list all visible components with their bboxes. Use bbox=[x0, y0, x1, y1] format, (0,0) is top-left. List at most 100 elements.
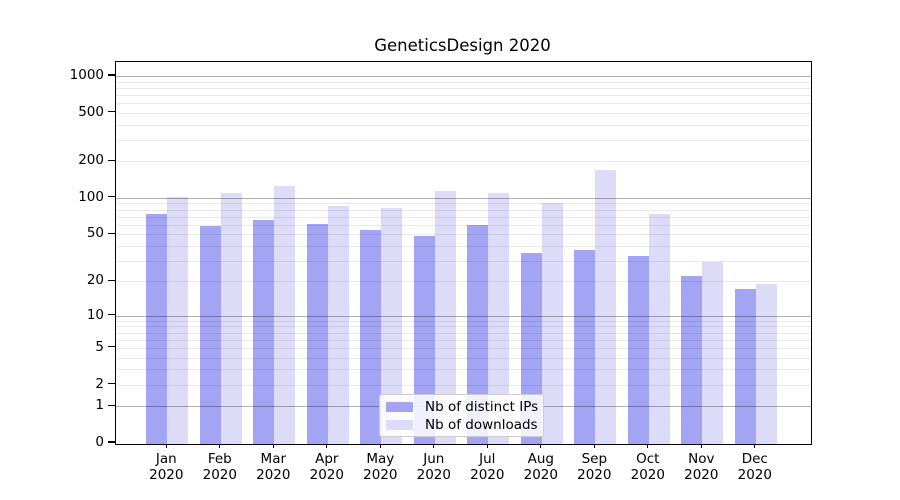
x-tick-mark bbox=[219, 443, 221, 448]
gridlines-layer bbox=[116, 62, 811, 444]
minor-gridline bbox=[116, 216, 811, 218]
x-tick-mark bbox=[540, 443, 542, 448]
bar-mar-distinct-ips bbox=[253, 220, 275, 444]
x-tick-year: 2020 bbox=[470, 467, 505, 483]
minor-gridline bbox=[116, 320, 811, 322]
y-tick-mark bbox=[108, 441, 115, 443]
x-tick-mark bbox=[379, 443, 381, 448]
y-tick-label: 50 bbox=[86, 225, 104, 242]
x-tick-label-nov: Nov 2020 bbox=[671, 451, 731, 483]
x-tick-label-may: May 2020 bbox=[350, 451, 410, 483]
legend-swatch-distinct-ips-icon bbox=[386, 402, 413, 412]
x-tick-month: Nov bbox=[688, 451, 715, 467]
y-tick-mark bbox=[108, 314, 115, 316]
minor-gridline bbox=[116, 332, 811, 334]
legend-swatch-downloads-icon bbox=[386, 420, 413, 430]
x-tick-label-jan: Jan 2020 bbox=[136, 451, 196, 483]
minor-gridline bbox=[116, 112, 811, 114]
bar-may-distinct-ips bbox=[360, 230, 382, 444]
x-tick-year: 2020 bbox=[309, 467, 344, 483]
chart-title: GeneticsDesign 2020 bbox=[374, 36, 551, 55]
x-tick-month: Dec bbox=[741, 451, 768, 467]
x-tick-mark bbox=[754, 443, 756, 448]
minor-gridline bbox=[116, 357, 811, 359]
y-tick-mark bbox=[108, 383, 115, 385]
x-tick-mark bbox=[433, 443, 435, 448]
minor-gridline bbox=[116, 245, 811, 247]
x-tick-mark bbox=[272, 443, 274, 448]
x-tick-month: Jul bbox=[479, 451, 496, 467]
legend-item-downloads: Nb of downloads bbox=[386, 416, 538, 434]
x-tick-mark bbox=[700, 443, 702, 448]
major-gridline bbox=[116, 76, 811, 78]
major-gridline bbox=[116, 197, 811, 199]
major-gridline bbox=[116, 315, 811, 317]
x-tick-month: Mar bbox=[260, 451, 287, 467]
y-tick-mark bbox=[108, 111, 115, 113]
y-tick-label: 1000 bbox=[69, 67, 104, 84]
minor-gridline bbox=[116, 347, 811, 349]
x-tick-label-aug: Aug 2020 bbox=[511, 451, 571, 483]
x-tick-year: 2020 bbox=[256, 467, 291, 483]
bar-sep-distinct-ips bbox=[574, 249, 596, 444]
plot-area: Nb of distinct IPs Nb of downloads bbox=[115, 61, 812, 445]
minor-gridline bbox=[116, 161, 811, 163]
x-tick-month: Oct bbox=[636, 451, 660, 467]
minor-gridline bbox=[116, 326, 811, 328]
y-tick-label: 1 bbox=[95, 397, 104, 414]
bar-jan-downloads bbox=[167, 196, 189, 444]
minor-gridline bbox=[116, 260, 811, 262]
x-tick-month: Jun bbox=[423, 451, 445, 467]
minor-gridline bbox=[116, 209, 811, 211]
x-tick-year: 2020 bbox=[737, 467, 772, 483]
bar-jul-downloads bbox=[488, 192, 510, 444]
bar-sep-downloads bbox=[595, 169, 617, 444]
x-tick-year: 2020 bbox=[416, 467, 451, 483]
bar-jun-downloads bbox=[434, 190, 456, 444]
minor-gridline bbox=[116, 87, 811, 89]
y-tick-mark bbox=[108, 232, 115, 234]
x-tick-year: 2020 bbox=[630, 467, 665, 483]
x-tick-year: 2020 bbox=[202, 467, 237, 483]
x-tick-label-feb: Feb 2020 bbox=[190, 451, 250, 483]
y-tick-mark bbox=[108, 404, 115, 406]
x-tick-month: Aug bbox=[527, 451, 554, 467]
bar-dec-downloads bbox=[755, 283, 777, 444]
bar-jun-distinct-ips bbox=[413, 236, 435, 444]
bar-nov-distinct-ips bbox=[681, 276, 703, 444]
y-tick-label: 0 bbox=[95, 434, 104, 450]
minor-gridline bbox=[116, 281, 811, 283]
legend-label-downloads: Nb of downloads bbox=[425, 417, 538, 433]
minor-gridline bbox=[116, 103, 811, 105]
bar-dec-distinct-ips bbox=[734, 289, 756, 444]
x-tick-label-sep: Sep 2020 bbox=[564, 451, 624, 483]
y-tick-mark bbox=[108, 159, 115, 161]
bar-apr-distinct-ips bbox=[306, 223, 328, 444]
y-tick-label: 20 bbox=[86, 272, 104, 289]
x-tick-year: 2020 bbox=[149, 467, 184, 483]
x-tick-mark bbox=[326, 443, 328, 448]
x-tick-mark bbox=[647, 443, 649, 448]
x-tick-label-mar: Mar 2020 bbox=[243, 451, 303, 483]
bar-apr-downloads bbox=[327, 206, 349, 444]
x-tick-year: 2020 bbox=[363, 467, 398, 483]
x-tick-month: Jan bbox=[155, 451, 177, 467]
x-tick-year: 2020 bbox=[577, 467, 612, 483]
bar-jul-distinct-ips bbox=[467, 224, 489, 444]
bar-nov-downloads bbox=[702, 262, 724, 444]
minor-gridline bbox=[116, 339, 811, 341]
legend-item-distinct-ips: Nb of distinct IPs bbox=[386, 398, 538, 416]
x-tick-month: May bbox=[366, 451, 395, 467]
bar-feb-downloads bbox=[220, 192, 242, 444]
x-tick-year: 2020 bbox=[523, 467, 558, 483]
y-tick-mark bbox=[108, 196, 115, 198]
x-tick-month: Feb bbox=[207, 451, 232, 467]
minor-gridline bbox=[116, 203, 811, 205]
y-tick-label: 2 bbox=[95, 375, 104, 392]
minor-gridline bbox=[116, 81, 811, 83]
x-tick-mark bbox=[593, 443, 595, 448]
x-tick-mark bbox=[486, 443, 488, 448]
x-tick-year: 2020 bbox=[684, 467, 719, 483]
minor-gridline bbox=[116, 94, 811, 96]
